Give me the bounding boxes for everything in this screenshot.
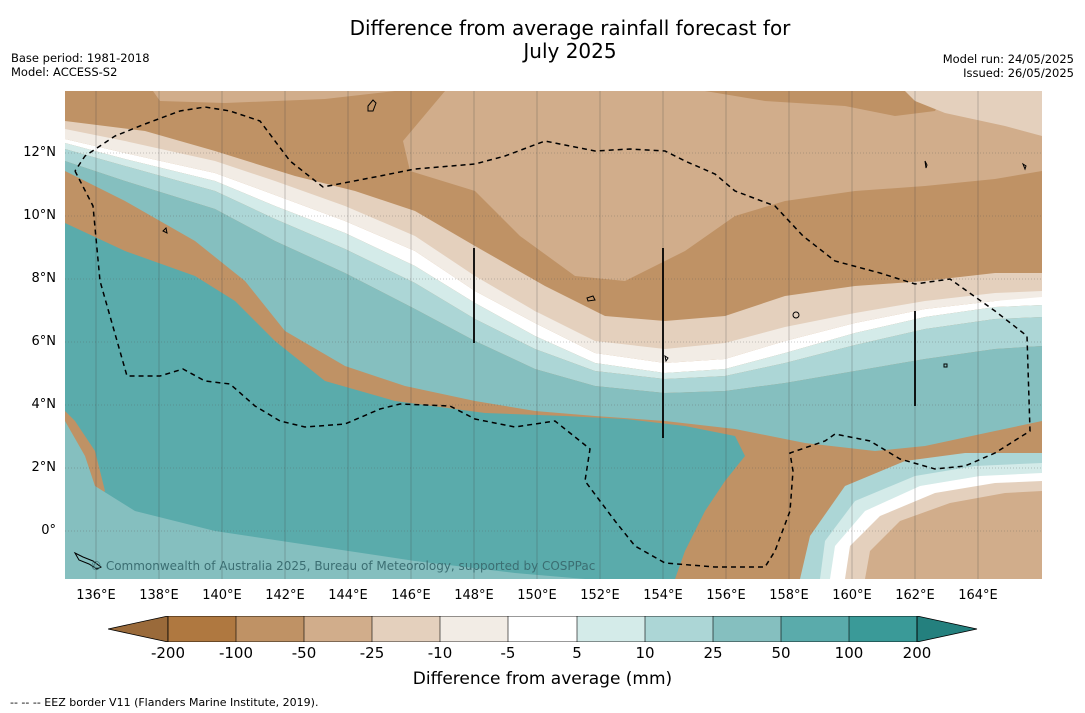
colorbar-label: 200	[902, 644, 932, 662]
model-run: Model run: 24/05/2025	[942, 52, 1074, 66]
lon-label-150e: 150°E	[517, 588, 557, 603]
band-plus-5	[65, 139, 1042, 373]
lon-label-136e: 136°E	[76, 588, 116, 603]
island-coastlines	[73, 99, 1027, 570]
colorbar-extend-high	[916, 616, 978, 642]
colorbar-segment	[168, 616, 236, 642]
colorbar-label: -5	[500, 644, 516, 662]
colorbar-label: 5	[572, 644, 582, 662]
colorbar-label: -50	[291, 644, 317, 662]
lon-label-144e: 144°E	[328, 588, 368, 603]
issued-date: Issued: 26/05/2025	[963, 66, 1074, 80]
colorbar-label: -25	[359, 644, 385, 662]
colorbar-label: 10	[635, 644, 655, 662]
lon-label-158e: 158°E	[769, 588, 809, 603]
band-plus-50	[65, 161, 1042, 451]
rainfall-map	[65, 91, 1042, 579]
colorbar-segment	[508, 616, 577, 642]
lat-label-12n: 12°N	[23, 145, 56, 160]
lon-label-160e: 160°E	[832, 588, 872, 603]
colorbar-title: Difference from average (mm)	[412, 669, 673, 689]
lat-label-8n: 8°N	[31, 271, 57, 286]
lon-label-142e: 142°E	[265, 588, 305, 603]
colorbar	[108, 616, 978, 642]
colorbar-segment	[236, 616, 304, 642]
colorbar-label: -100	[218, 644, 254, 662]
base-period: Base period: 1981-2018	[11, 51, 150, 65]
band-plus-100	[65, 223, 745, 579]
colorbar-label: 100	[834, 644, 864, 662]
colorbar-label: -10	[427, 644, 453, 662]
band-minus-25-top-right	[905, 91, 1042, 136]
eez-border	[74, 106, 1031, 568]
colorbar-segment	[372, 616, 440, 642]
band-plus-50-bottom	[65, 421, 585, 579]
graticule	[65, 152, 1042, 532]
lat-label-10n: 10°N	[23, 208, 56, 223]
lat-label-4n: 4°N	[31, 397, 57, 412]
colorbar-segment	[713, 616, 781, 642]
lon-label-140e: 140°E	[202, 588, 242, 603]
model-name: Model: ACCESS-S2	[11, 65, 118, 79]
lon-label-138e: 138°E	[139, 588, 179, 603]
lon-label-146e: 146°E	[391, 588, 431, 603]
chart-title-line2: July 2025	[523, 39, 617, 63]
lat-label-2n: 2°N	[31, 460, 57, 475]
meridians	[95, 91, 979, 579]
lon-label-152e: 152°E	[580, 588, 620, 603]
colorbar-label: -200	[150, 644, 186, 662]
lon-label-154e: 154°E	[643, 588, 683, 603]
colorbar-segment	[849, 616, 917, 642]
lon-label-164e: 164°E	[958, 588, 998, 603]
colorbar-segment	[781, 616, 849, 642]
copyright-text: © Commonwealth of Australia 2025, Bureau…	[90, 559, 596, 573]
colorbar-segment	[577, 616, 645, 642]
colorbar-extend-low	[108, 616, 169, 642]
band-minus-25	[65, 91, 1042, 281]
lon-label-162e: 162°E	[895, 588, 935, 603]
band-minus-25-right	[865, 491, 1042, 579]
colorbar-segment	[440, 616, 508, 642]
chart-title-line1: Difference from average rainfall forecas…	[349, 16, 791, 40]
colorbar-segment	[304, 616, 372, 642]
colorbar-label: 50	[771, 644, 791, 662]
band-minus-5	[65, 129, 1042, 363]
lat-label-0: 0°	[41, 523, 56, 538]
lon-label-156e: 156°E	[706, 588, 746, 603]
lat-label-6n: 6°N	[31, 334, 57, 349]
boundary-lines	[473, 248, 916, 438]
colorbar-segment	[645, 616, 713, 642]
eez-footnote: -- -- -- EEZ border V11 (Flanders Marine…	[10, 696, 319, 709]
colorbar-label: 25	[703, 644, 723, 662]
lon-label-148e: 148°E	[454, 588, 494, 603]
band-minus-10	[65, 121, 1042, 356]
